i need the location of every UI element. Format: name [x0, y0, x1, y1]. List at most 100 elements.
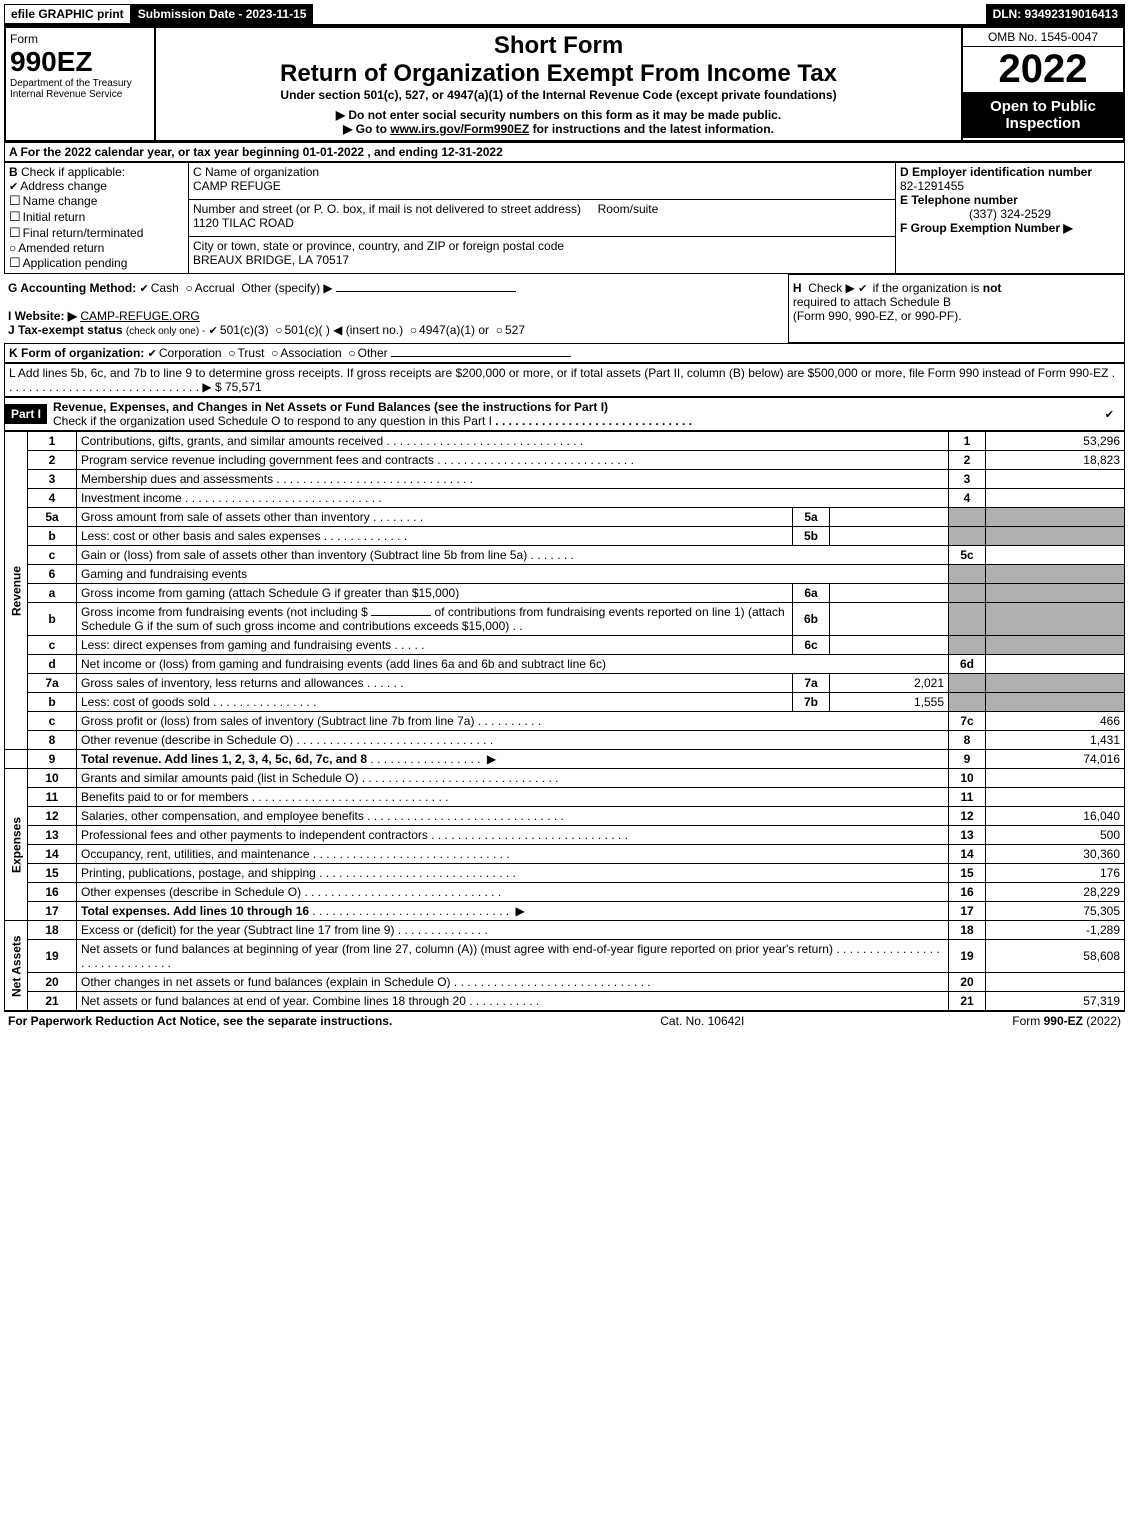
accounting-cash[interactable]: [140, 281, 151, 295]
street: 1120 TILAC ROAD: [193, 216, 294, 230]
j-501c3[interactable]: [209, 323, 220, 337]
val-17: 75,305: [986, 902, 1125, 921]
val-21: 57,319: [986, 992, 1125, 1011]
d-label: D Employer identification number: [900, 165, 1092, 179]
check-address-change[interactable]: [9, 179, 20, 193]
check-application-pending[interactable]: [9, 256, 23, 270]
efile-label: efile GRAPHIC print: [4, 4, 131, 24]
val-12: 16,040: [986, 807, 1125, 826]
b-check-label: Check if applicable:: [21, 165, 125, 179]
val-5a: [830, 508, 949, 527]
k-assoc[interactable]: [271, 346, 280, 360]
entity-info-grid: B Check if applicable: Address change Na…: [4, 162, 1125, 274]
h-label: H: [793, 281, 802, 295]
form-header-left: Form 990EZ Department of the Treasury In…: [6, 28, 156, 140]
street-label: Number and street (or P. O. box, if mail…: [193, 202, 581, 216]
j-sub: (check only one) -: [126, 326, 205, 337]
k-label: K Form of organization:: [9, 346, 144, 360]
val-8: 1,431: [986, 731, 1125, 750]
ein: 82-1291455: [900, 179, 964, 193]
k-row: K Form of organization: Corporation Trus…: [4, 343, 1125, 363]
part-1-title: Revenue, Expenses, and Changes in Net As…: [53, 400, 608, 414]
val-4: [986, 489, 1125, 508]
check-amended-return[interactable]: [9, 241, 18, 255]
dept-1: Department of the Treasury: [10, 78, 150, 89]
goto-url[interactable]: www.irs.gov/Form990EZ: [390, 122, 529, 136]
c-label: C Name of organization: [193, 165, 319, 179]
dept-2: Internal Revenue Service: [10, 89, 150, 100]
val-5b: [830, 527, 949, 546]
val-6c: [830, 636, 949, 655]
val-10: [986, 769, 1125, 788]
i-label: I Website: ▶: [8, 309, 77, 323]
footer: For Paperwork Reduction Act Notice, see …: [4, 1011, 1125, 1030]
accounting-other-input[interactable]: [336, 291, 516, 292]
j-527[interactable]: [496, 323, 505, 337]
val-7b: 1,555: [830, 693, 949, 712]
val-18: -1,289: [986, 921, 1125, 940]
j-4947[interactable]: [410, 323, 419, 337]
lines-table: Revenue 1 Contributions, gifts, grants, …: [4, 431, 1125, 1011]
phone: (337) 324-2529: [900, 207, 1120, 221]
room-label: Room/suite: [598, 202, 659, 216]
h-checkbox[interactable]: [858, 281, 869, 295]
l-text: L Add lines 5b, 6c, and 7b to line 9 to …: [9, 366, 1108, 380]
val-5c: [986, 546, 1125, 565]
val-1: 53,296: [986, 432, 1125, 451]
expenses-label: Expenses: [5, 769, 28, 921]
main-title: Return of Organization Exempt From Incom…: [160, 60, 957, 88]
val-15: 176: [986, 864, 1125, 883]
val-19: 58,608: [986, 940, 1125, 973]
val-6a: [830, 584, 949, 603]
form-header-mid: Short Form Return of Organization Exempt…: [156, 28, 961, 140]
val-14: 30,360: [986, 845, 1125, 864]
e-label: E Telephone number: [900, 193, 1018, 207]
part-1-schedule-o-check[interactable]: [1105, 407, 1116, 421]
accounting-accrual[interactable]: [185, 281, 194, 295]
open-to-public: Open to Public Inspection: [963, 92, 1123, 138]
val-20: [986, 973, 1125, 992]
k-other-input[interactable]: [391, 356, 571, 357]
l-row: L Add lines 5b, 6c, and 7b to line 9 to …: [4, 363, 1125, 397]
footer-right: Form 990-EZ (2022): [1012, 1014, 1121, 1028]
goto-link[interactable]: ▶ Go to www.irs.gov/Form990EZ for instru…: [160, 122, 957, 136]
val-3: [986, 470, 1125, 489]
form-header: Form 990EZ Department of the Treasury In…: [4, 26, 1125, 142]
g-label: G Accounting Method:: [8, 281, 136, 295]
short-form-title: Short Form: [160, 32, 957, 60]
section-a: A For the 2022 calendar year, or tax yea…: [4, 142, 1125, 162]
city: BREAUX BRIDGE, LA 70517: [193, 253, 349, 267]
val-2: 18,823: [986, 451, 1125, 470]
netassets-label: Net Assets: [5, 921, 28, 1011]
dln: DLN: 93492319016413: [986, 4, 1125, 24]
top-bar: efile GRAPHIC print Submission Date - 20…: [4, 4, 1125, 26]
check-final-return[interactable]: [9, 226, 23, 240]
subtitle: Under section 501(c), 527, or 4947(a)(1)…: [160, 88, 957, 102]
check-name-change[interactable]: [9, 194, 23, 208]
form-number: 990EZ: [10, 46, 150, 78]
accounting-other-label: Other (specify) ▶: [241, 281, 332, 295]
submission-date: Submission Date - 2023-11-15: [131, 4, 314, 24]
6b-blank[interactable]: [371, 615, 431, 616]
f-label: F Group Exemption Number ▶: [900, 221, 1073, 235]
ssn-warning: ▶ Do not enter social security numbers o…: [160, 108, 957, 122]
tax-year: 2022: [963, 47, 1123, 92]
check-initial-return[interactable]: [9, 210, 23, 224]
footer-mid: Cat. No. 10642I: [660, 1014, 744, 1028]
footer-left: For Paperwork Reduction Act Notice, see …: [8, 1014, 392, 1028]
val-16: 28,229: [986, 883, 1125, 902]
k-other[interactable]: [348, 346, 357, 360]
form-header-right: OMB No. 1545-0047 2022 Open to Public In…: [961, 28, 1123, 140]
val-7a: 2,021: [830, 674, 949, 693]
omb: OMB No. 1545-0047: [963, 28, 1123, 47]
revenue-label: Revenue: [5, 432, 28, 750]
k-trust[interactable]: [228, 346, 237, 360]
k-corp[interactable]: [148, 346, 159, 360]
val-7c: 466: [986, 712, 1125, 731]
val-6b: [830, 603, 949, 636]
website[interactable]: CAMP-REFUGE.ORG: [80, 309, 199, 323]
b-label: B: [9, 165, 18, 179]
part-1-header: Part I Revenue, Expenses, and Changes in…: [4, 397, 1125, 431]
val-6d: [986, 655, 1125, 674]
j-501c[interactable]: [275, 323, 284, 337]
